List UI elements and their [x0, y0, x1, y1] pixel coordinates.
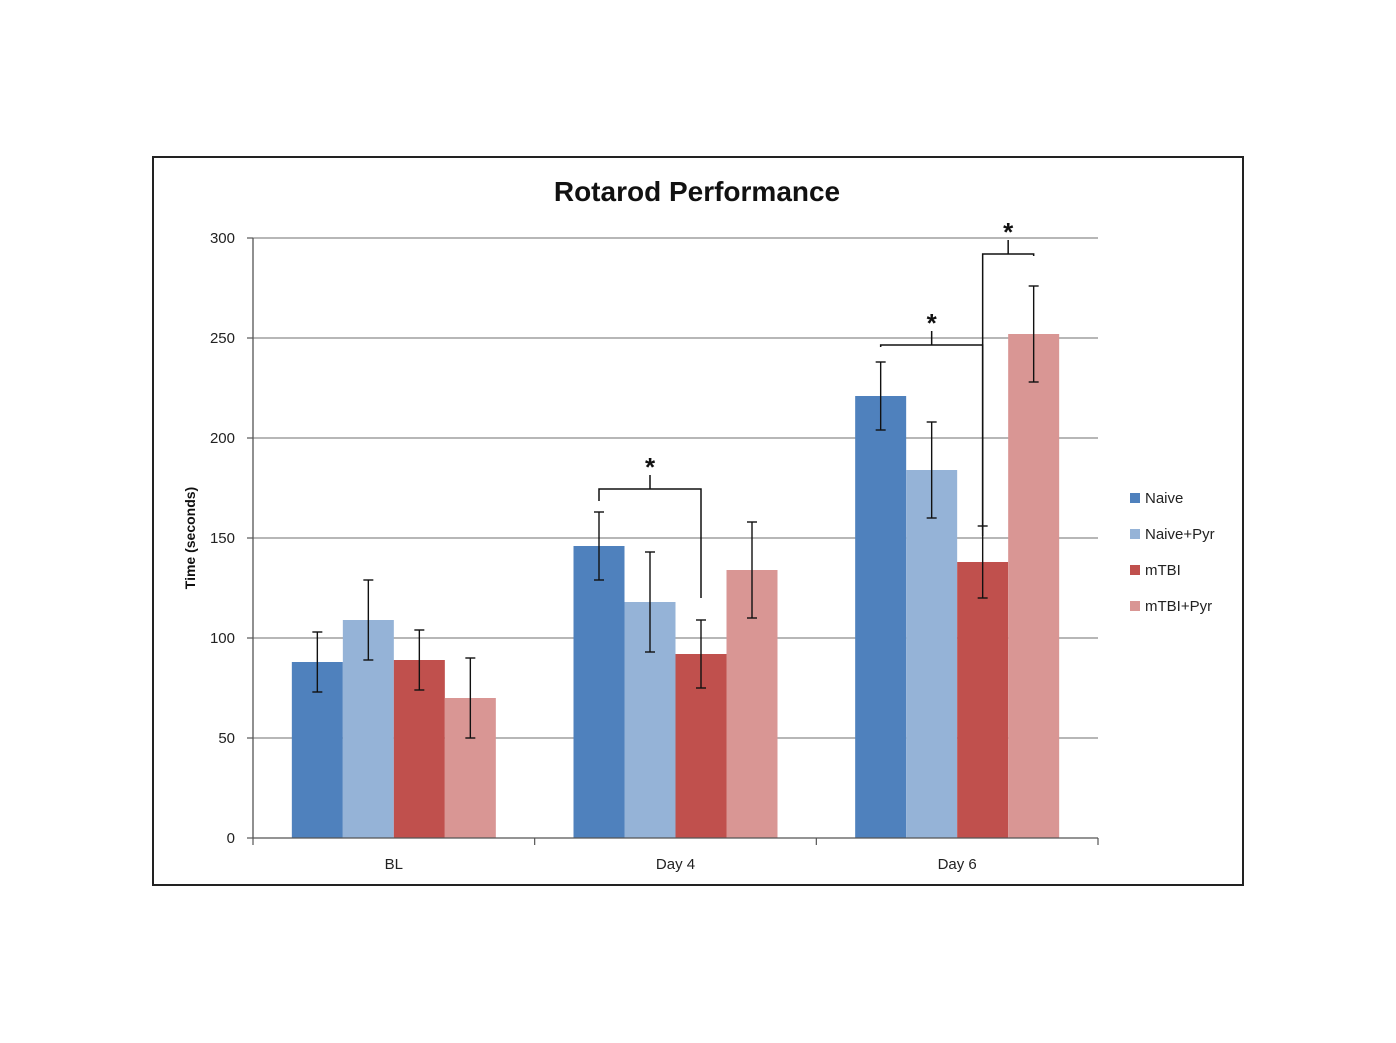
y-tick-label: 300	[210, 230, 235, 247]
significance-star: *	[927, 308, 938, 338]
y-tick-label: 0	[227, 830, 235, 847]
axes: 0 50 100 150 200 250 300 BL Day 4 Day 6	[210, 230, 1099, 873]
x-tick-label: Day 6	[938, 856, 977, 873]
legend-label: mTBI+Pyr	[1145, 598, 1212, 615]
bars	[291, 285, 1060, 838]
y-tick-label: 250	[210, 330, 235, 347]
significance-star: *	[1003, 217, 1014, 247]
y-tick-label: 100	[210, 630, 235, 647]
y-tick-label: 50	[218, 730, 235, 747]
significance-brackets: * * *	[598, 217, 1035, 598]
y-axis-label: Time (seconds)	[182, 487, 198, 589]
x-tick-label: BL	[385, 856, 403, 873]
legend-swatch	[1130, 565, 1140, 575]
legend-label: Naive+Pyr	[1145, 526, 1215, 543]
legend-label: mTBI	[1145, 562, 1181, 579]
y-tick-label: 200	[210, 430, 235, 447]
bar	[906, 470, 958, 838]
bar	[957, 562, 1009, 838]
chart-frame	[152, 156, 1244, 886]
bar	[573, 546, 625, 838]
x-tick-label: Day 4	[656, 856, 695, 873]
legend-swatch	[1130, 493, 1140, 503]
bar	[855, 396, 907, 838]
legend-swatch	[1130, 601, 1140, 611]
y-tick-label: 150	[210, 530, 235, 547]
chart-title: Rotarod Performance	[554, 176, 840, 207]
bar	[1008, 334, 1060, 838]
legend: Naive Naive+Pyr mTBI mTBI+Pyr	[1130, 490, 1215, 615]
significance-star: *	[645, 452, 656, 482]
legend-swatch	[1130, 529, 1140, 539]
legend-label: Naive	[1145, 490, 1183, 507]
